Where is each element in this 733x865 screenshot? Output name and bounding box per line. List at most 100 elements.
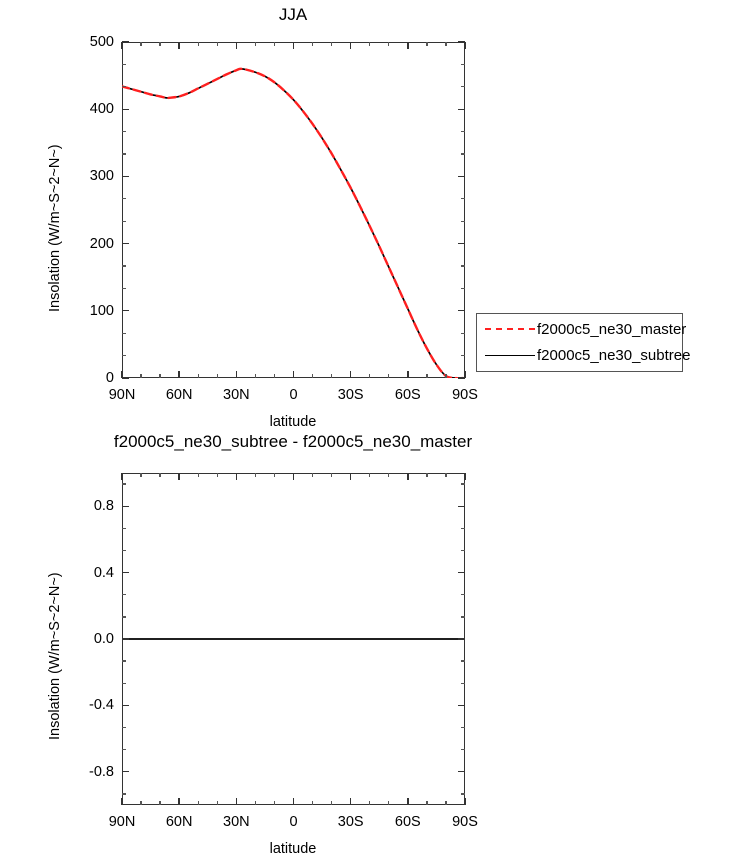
axis-tick <box>254 473 257 477</box>
axis-tick <box>458 704 465 707</box>
axis-tick <box>216 42 218 46</box>
legend-entry-subtree: f2000c5_ne30_subtree <box>477 342 690 368</box>
axis-tick <box>461 549 465 552</box>
axis-tick <box>461 483 465 485</box>
x-tick-label: 90S <box>452 814 478 830</box>
axis-tick <box>388 42 390 46</box>
x-tick-label: 60S <box>394 814 421 830</box>
axis-tick <box>461 153 465 155</box>
axis-tick <box>461 198 465 200</box>
axis-tick <box>464 798 466 805</box>
axis-tick <box>122 483 126 485</box>
x-tick-label: 60N <box>165 814 193 830</box>
axis-tick <box>426 42 428 46</box>
axis-tick <box>122 704 129 707</box>
axis-tick <box>121 42 123 49</box>
axis-tick <box>216 801 218 805</box>
bottom-chart-title: f2000c5_ne30_subtree - f2000c5_ne30_mast… <box>113 432 473 451</box>
axis-tick <box>311 801 314 805</box>
axis-tick <box>122 616 126 618</box>
axis-tick <box>461 726 465 729</box>
axis-tick <box>461 354 465 357</box>
y-tick-label: -0.8 <box>89 763 114 780</box>
axis-tick <box>311 42 314 46</box>
axis-tick <box>159 42 161 46</box>
axis-tick <box>292 371 295 378</box>
axis-tick <box>122 198 126 200</box>
axis-tick <box>140 473 142 477</box>
axis-tick <box>122 571 129 574</box>
top-chart-plot-area <box>122 42 465 378</box>
axis-tick <box>292 798 295 805</box>
axis-tick <box>461 748 465 751</box>
y-tick-label: 200 <box>89 235 114 252</box>
axis-tick <box>407 473 409 480</box>
axis-tick <box>122 175 129 178</box>
x-tick-label: 60S <box>394 387 421 403</box>
x-tick-label: 0 <box>289 814 298 830</box>
y-tick-label: 400 <box>89 101 114 118</box>
series-line <box>122 67 465 378</box>
top-chart-title: JJA <box>278 5 308 24</box>
axis-tick <box>197 374 199 378</box>
axis-tick <box>235 798 238 805</box>
axis-tick <box>458 771 465 773</box>
axis-tick <box>254 374 257 378</box>
axis-tick <box>122 130 126 133</box>
axis-tick <box>122 594 126 596</box>
legend-entry-master: f2000c5_ne30_master <box>477 316 686 342</box>
axis-tick <box>273 374 276 378</box>
axis-tick <box>178 371 180 378</box>
x-tick-label: 0 <box>289 387 298 403</box>
axis-tick <box>407 798 409 805</box>
axis-tick <box>461 130 465 133</box>
axis-tick <box>458 108 465 110</box>
axis-tick <box>273 801 276 805</box>
axis-tick <box>122 638 129 640</box>
axis-tick <box>458 571 465 574</box>
axis-tick <box>461 265 465 267</box>
axis-tick <box>458 505 465 507</box>
axis-tick <box>458 175 465 178</box>
axis-tick <box>122 63 126 66</box>
axis-tick <box>426 473 428 477</box>
axis-tick <box>388 473 390 477</box>
axis-tick <box>458 242 465 245</box>
axis-tick <box>349 798 352 805</box>
axis-tick <box>311 374 314 378</box>
axis-tick <box>178 42 180 49</box>
axis-tick <box>159 473 161 477</box>
bottom-chart-xaxis-title: latitude <box>269 841 317 857</box>
x-tick-label: 30S <box>337 387 364 403</box>
axis-tick <box>122 505 129 507</box>
x-tick-label: 90N <box>108 814 136 830</box>
axis-tick <box>235 42 238 49</box>
axis-tick <box>197 801 199 805</box>
x-tick-label: 60N <box>165 387 193 403</box>
legend-label-subtree: f2000c5_ne30_subtree <box>537 346 691 364</box>
axis-tick <box>140 374 142 378</box>
axis-tick <box>121 371 123 378</box>
axis-tick <box>122 242 129 245</box>
axis-tick <box>122 265 126 267</box>
axis-tick <box>197 42 199 46</box>
y-tick-label: 0.4 <box>93 564 114 581</box>
axis-tick <box>369 801 371 805</box>
legend-swatch-dashed-red-icon <box>485 328 535 330</box>
axis-tick <box>122 748 126 751</box>
axis-tick <box>407 371 409 378</box>
axis-tick <box>461 793 465 795</box>
axis-tick <box>121 473 123 480</box>
y-tick-label: 0 <box>105 370 114 386</box>
axis-tick <box>122 220 126 222</box>
axis-tick <box>458 41 465 43</box>
axis-tick <box>122 153 126 155</box>
x-tick-label: 30N <box>223 814 250 830</box>
axis-tick <box>292 42 295 49</box>
x-tick-label: 30S <box>337 814 364 830</box>
axis-tick <box>122 682 126 684</box>
axis-tick <box>254 801 257 805</box>
axis-tick <box>349 473 352 480</box>
axis-tick <box>461 86 465 88</box>
